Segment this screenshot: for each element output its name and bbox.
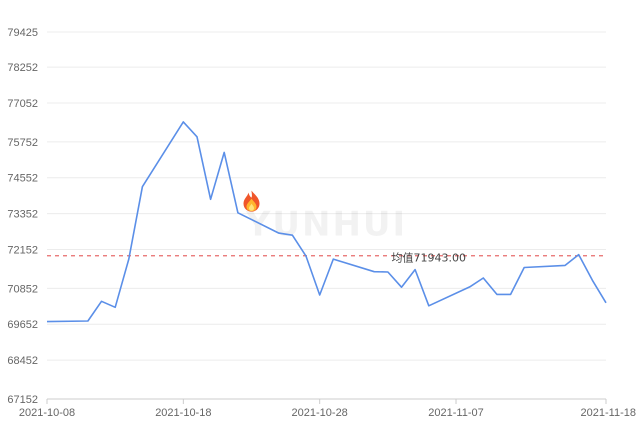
- price-series-line: [46, 121, 607, 323]
- y-tick-label: 72152: [7, 244, 38, 256]
- watermark: YUNHUI: [245, 205, 407, 245]
- y-tick-label: 74552: [7, 173, 38, 185]
- x-tick-label: 2021-10-08: [19, 407, 75, 419]
- x-axis-tick-labels: 2021-10-08 2021-10-18 2021-10-28 2021-11-07…: [19, 399, 636, 419]
- y-tick-label: 78252: [7, 62, 38, 74]
- average-label: 均值71943.00: [392, 252, 467, 265]
- x-tick-label: 2021-11-18: [581, 407, 636, 419]
- x-tick-label: 2021-11-07: [428, 407, 483, 419]
- y-tick-label: 77052: [7, 98, 38, 110]
- y-tick-label: 69652: [7, 319, 38, 331]
- y-tick-label: 79425: [7, 27, 38, 39]
- x-tick-label: 2021-10-18: [155, 407, 211, 419]
- y-axis-tick-labels: 67152 68452 69652 70852 72152 73352 74552 75752…: [7, 27, 38, 406]
- y-tick-label: 68452: [7, 355, 38, 367]
- y-tick-label: 73352: [7, 209, 38, 221]
- grid-lines: [47, 31, 606, 400]
- x-tick-label: 2021-10-28: [292, 407, 348, 419]
- y-tick-label: 75752: [7, 137, 38, 149]
- y-tick-label: 70852: [7, 283, 38, 295]
- y-tick-label: 67152: [7, 394, 38, 406]
- fire-icon: [243, 190, 260, 212]
